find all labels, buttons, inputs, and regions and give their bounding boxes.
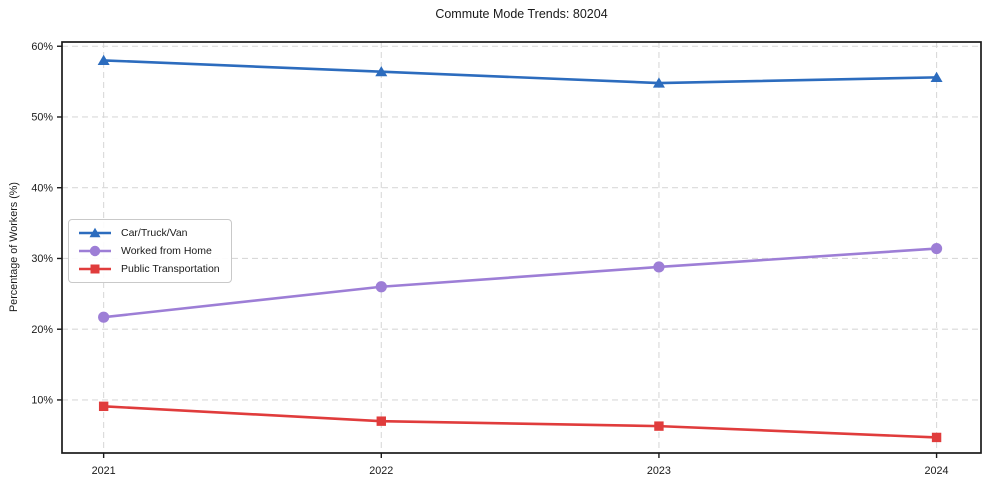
y-tick-label: 20% bbox=[31, 324, 53, 336]
y-tick-label: 50% bbox=[31, 112, 53, 124]
marker-public-transportation bbox=[931, 432, 942, 443]
marker-car-truck-van bbox=[375, 66, 388, 77]
y-tick-label: 30% bbox=[31, 253, 53, 265]
legend-item-public-transportation: Public Transportation bbox=[77, 261, 220, 277]
y-tick-label: 60% bbox=[31, 41, 53, 53]
legend-label: Public Transportation bbox=[121, 263, 220, 275]
marker-car-truck-van bbox=[652, 77, 665, 88]
x-tick-label: 2023 bbox=[647, 465, 671, 477]
marker-public-transportation bbox=[654, 421, 664, 431]
marker-car-truck-van bbox=[930, 71, 943, 82]
y-tick-label: 10% bbox=[31, 395, 53, 407]
x-tick-label: 2024 bbox=[925, 465, 949, 477]
legend-item-worked-from-home: Worked from Home bbox=[77, 243, 220, 259]
plot-border bbox=[61, 41, 982, 454]
marker-public-transportation bbox=[376, 416, 386, 426]
legend-item-car-truck-van: Car/Truck/Van bbox=[77, 225, 220, 241]
x-tick-label: 2022 bbox=[369, 465, 393, 477]
triangle-marker-swatch bbox=[79, 227, 111, 238]
legend-label: Car/Truck/Van bbox=[121, 227, 188, 239]
marker-worked-from-home bbox=[375, 281, 387, 293]
series-line-worked-from-home bbox=[102, 247, 938, 319]
marker-car-truck-van bbox=[97, 54, 110, 65]
x-tick-label: 2021 bbox=[92, 465, 116, 477]
marker-worked-from-home bbox=[98, 311, 110, 323]
legend-label: Worked from Home bbox=[121, 245, 212, 257]
series-line-car-truck-van bbox=[102, 59, 938, 85]
legend: Car/Truck/Van Worked from Home Public Tran… bbox=[68, 219, 232, 283]
marker-worked-from-home bbox=[930, 242, 943, 255]
square-marker-swatch bbox=[79, 264, 111, 274]
marker-public-transportation bbox=[98, 401, 109, 412]
series-line-public-transportation bbox=[102, 405, 938, 439]
marker-worked-from-home bbox=[653, 261, 665, 273]
y-tick-label: 40% bbox=[31, 182, 53, 194]
chart-title: Commute Mode Trends: 80204 bbox=[435, 7, 608, 21]
circle-marker-swatch bbox=[79, 245, 111, 257]
